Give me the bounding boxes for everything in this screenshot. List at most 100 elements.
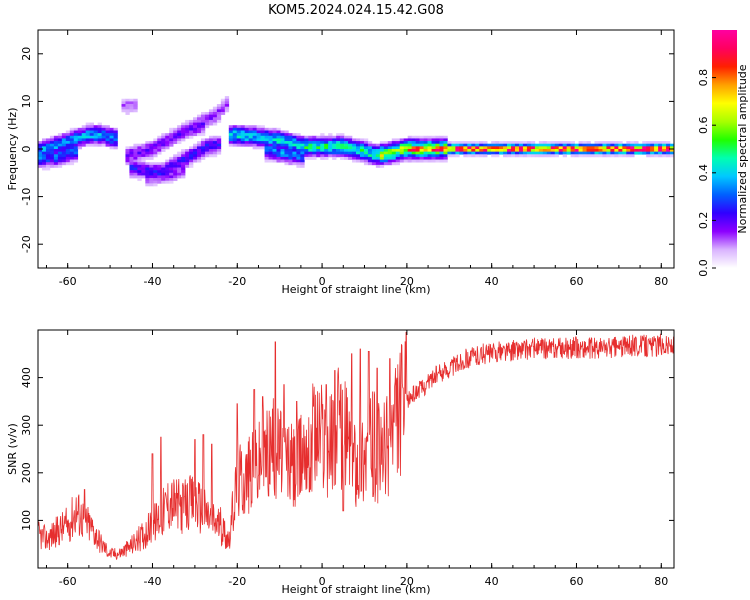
heatmap-cell xyxy=(650,146,655,150)
heatmap-cell xyxy=(602,146,607,150)
heatmap-cell xyxy=(61,156,67,160)
heatmap-cell xyxy=(431,135,436,139)
heatmap-cell xyxy=(598,146,603,150)
heatmap-cell xyxy=(165,170,170,174)
heatmap-cell xyxy=(81,141,86,145)
heatmap-cell xyxy=(491,151,496,155)
heatmap-cell xyxy=(165,178,170,182)
heatmap-cell xyxy=(268,138,273,142)
heatmap-cell xyxy=(383,141,389,145)
heatmap-cell xyxy=(264,133,269,137)
heatmap-cell xyxy=(348,149,353,152)
heatmap-cell xyxy=(45,143,51,147)
heatmap-cell xyxy=(594,151,599,155)
heatmap-cell xyxy=(511,149,516,152)
heatmap-cell xyxy=(399,146,405,150)
heatmap-cell xyxy=(185,162,190,166)
heatmap-cell xyxy=(276,154,281,158)
heatmap-cell xyxy=(77,127,83,131)
heatmap-cell xyxy=(133,101,138,105)
heatmap-cell xyxy=(407,156,412,160)
heatmap-cell xyxy=(81,138,86,142)
heatmap-cell xyxy=(459,146,464,150)
heatmap-cell xyxy=(344,138,349,142)
heatmap-cell xyxy=(193,149,198,152)
heatmap-cell xyxy=(284,146,289,150)
heatmap-cell xyxy=(610,143,615,147)
heatmap-cell xyxy=(61,159,67,163)
heatmap-cell xyxy=(495,151,500,155)
heatmap-cell xyxy=(630,141,635,145)
heatmap-cell xyxy=(363,156,369,160)
heatmap-cell xyxy=(93,138,98,142)
heatmap-cell xyxy=(65,135,71,139)
heatmap-cell xyxy=(185,130,190,134)
heatmap-cell xyxy=(256,141,261,145)
heatmap-cell xyxy=(371,151,377,155)
heatmap-cell xyxy=(550,141,556,145)
heatmap-cell xyxy=(208,114,214,118)
heatmap-cell xyxy=(181,170,186,174)
heatmap-cell xyxy=(459,143,464,147)
heatmap-cell xyxy=(622,143,627,147)
heatmap-cell xyxy=(260,141,265,145)
heatmap-cell xyxy=(439,138,444,142)
heatmap-cell xyxy=(165,141,170,145)
heatmap-cell xyxy=(439,135,444,139)
heatmap-cell xyxy=(260,133,265,137)
heatmap-cell xyxy=(268,154,273,158)
heatmap-cell xyxy=(526,154,532,158)
heatmap-cell xyxy=(610,151,615,155)
heatmap-cell xyxy=(546,149,552,152)
heatmap-cell xyxy=(530,146,536,150)
heatmap-cell xyxy=(654,146,659,150)
heatmap-cell xyxy=(308,151,313,155)
heatmap-cell xyxy=(177,156,182,160)
heatmap-cell xyxy=(113,146,118,150)
heatmap-cell xyxy=(670,154,674,158)
heatmap-cell xyxy=(479,149,484,152)
heatmap-cell xyxy=(173,162,178,166)
heatmap-cell xyxy=(161,178,166,182)
heatmap-cell xyxy=(193,127,198,131)
heatmap-cell xyxy=(618,141,623,145)
heatmap-cell xyxy=(208,149,214,152)
heatmap-cell xyxy=(169,127,174,131)
heatmap-cell xyxy=(161,167,166,171)
heatmap-cell xyxy=(197,141,202,145)
heatmap-cell xyxy=(165,172,170,176)
heatmap-cell xyxy=(53,146,59,150)
heatmap-cell xyxy=(73,159,79,163)
heatmap-cell xyxy=(670,146,674,150)
heatmap-cell xyxy=(97,135,102,139)
heatmap-cell xyxy=(332,135,337,139)
heatmap-cell xyxy=(264,159,269,163)
heatmap-cell xyxy=(447,151,452,155)
colorbar-gradient xyxy=(712,30,737,268)
heatmap-cell xyxy=(109,143,114,147)
heatmap-cell xyxy=(228,135,234,139)
snr-x-tick-label: 60 xyxy=(569,575,583,588)
heatmap-cell xyxy=(284,151,289,155)
heatmap-cell xyxy=(149,143,154,147)
heatmap-cell xyxy=(356,151,361,155)
heatmap-cell xyxy=(85,141,90,145)
heatmap-cell xyxy=(622,151,627,155)
heatmap-cell xyxy=(439,159,444,163)
heatmap-cell xyxy=(320,154,325,158)
heatmap-cell xyxy=(149,156,154,160)
heatmap-cell xyxy=(53,159,59,163)
heatmap-cell xyxy=(212,106,218,110)
heatmap-cell xyxy=(149,167,154,171)
heatmap-cell xyxy=(296,146,301,150)
heatmap-cell xyxy=(165,146,170,150)
heatmap-cell xyxy=(129,175,134,179)
heatmap-cell xyxy=(93,125,98,129)
heatmap-cell xyxy=(141,172,146,176)
heatmap-cell xyxy=(367,141,373,145)
heatmap-cell xyxy=(348,156,353,160)
heatmap-cell xyxy=(145,154,150,158)
heatmap-cell xyxy=(189,130,194,134)
heatmap-cell xyxy=(666,149,671,152)
heatmap-cell xyxy=(336,133,341,137)
